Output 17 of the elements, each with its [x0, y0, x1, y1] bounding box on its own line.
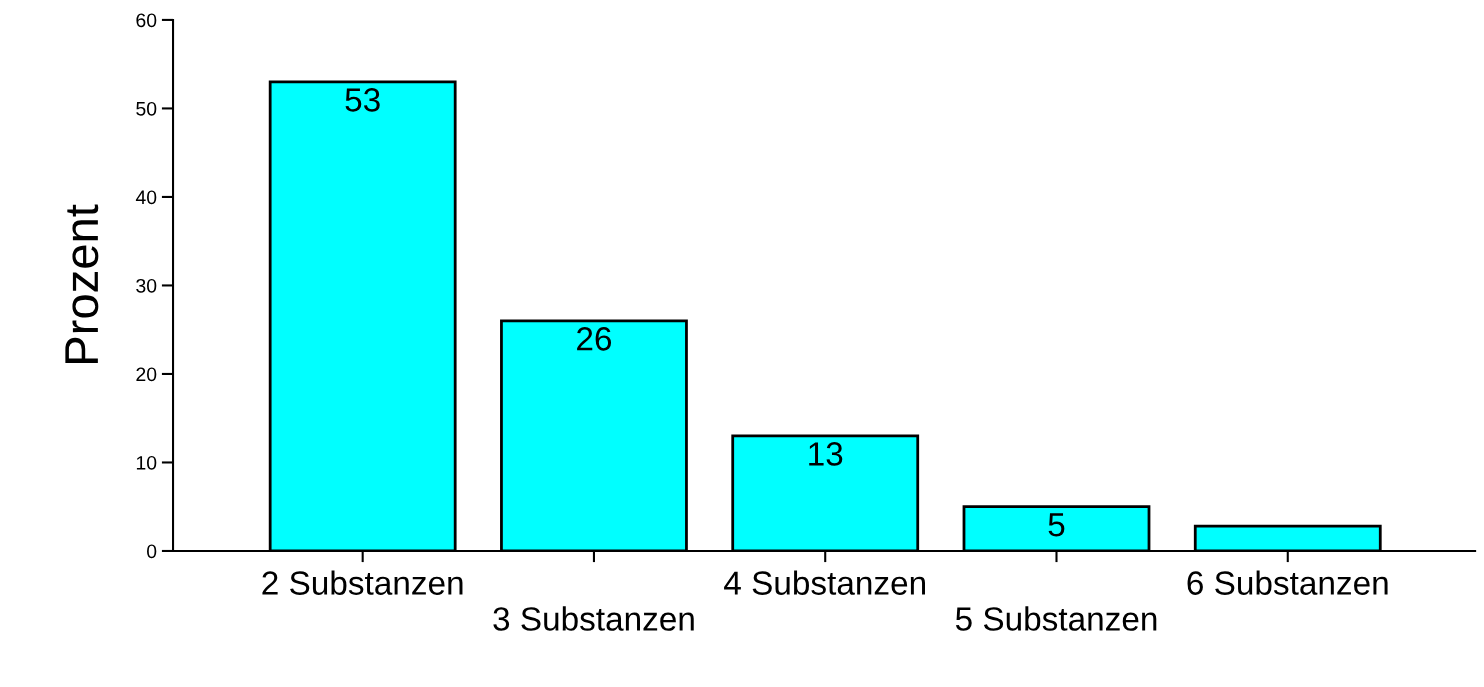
data-label: 13 — [809, 442, 843, 466]
y-axis-title: Prozent — [65, 204, 99, 363]
data-label: 5 — [1048, 513, 1065, 537]
x-tick-label: 4 Substanzen — [724, 570, 925, 595]
y-tick-label: 50 — [136, 101, 157, 116]
y-tick-label: 40 — [135, 190, 157, 205]
data-label: 53 — [345, 88, 380, 112]
y-tick-label: 30 — [136, 278, 157, 293]
x-tick-label: 5 Substanzen — [955, 606, 1157, 631]
data-label: 26 — [577, 327, 612, 351]
y-tick-label: 0 — [147, 544, 157, 559]
y-tick-label: 20 — [136, 367, 157, 382]
x-tick-label: 3 Substanzen — [493, 606, 694, 631]
y-tick-label: 10 — [136, 455, 157, 470]
y-tick-label: 60 — [136, 13, 157, 28]
x-tick-label: 6 Substanzen — [1187, 570, 1388, 595]
x-tick-label: 2 Substanzen — [262, 570, 463, 595]
